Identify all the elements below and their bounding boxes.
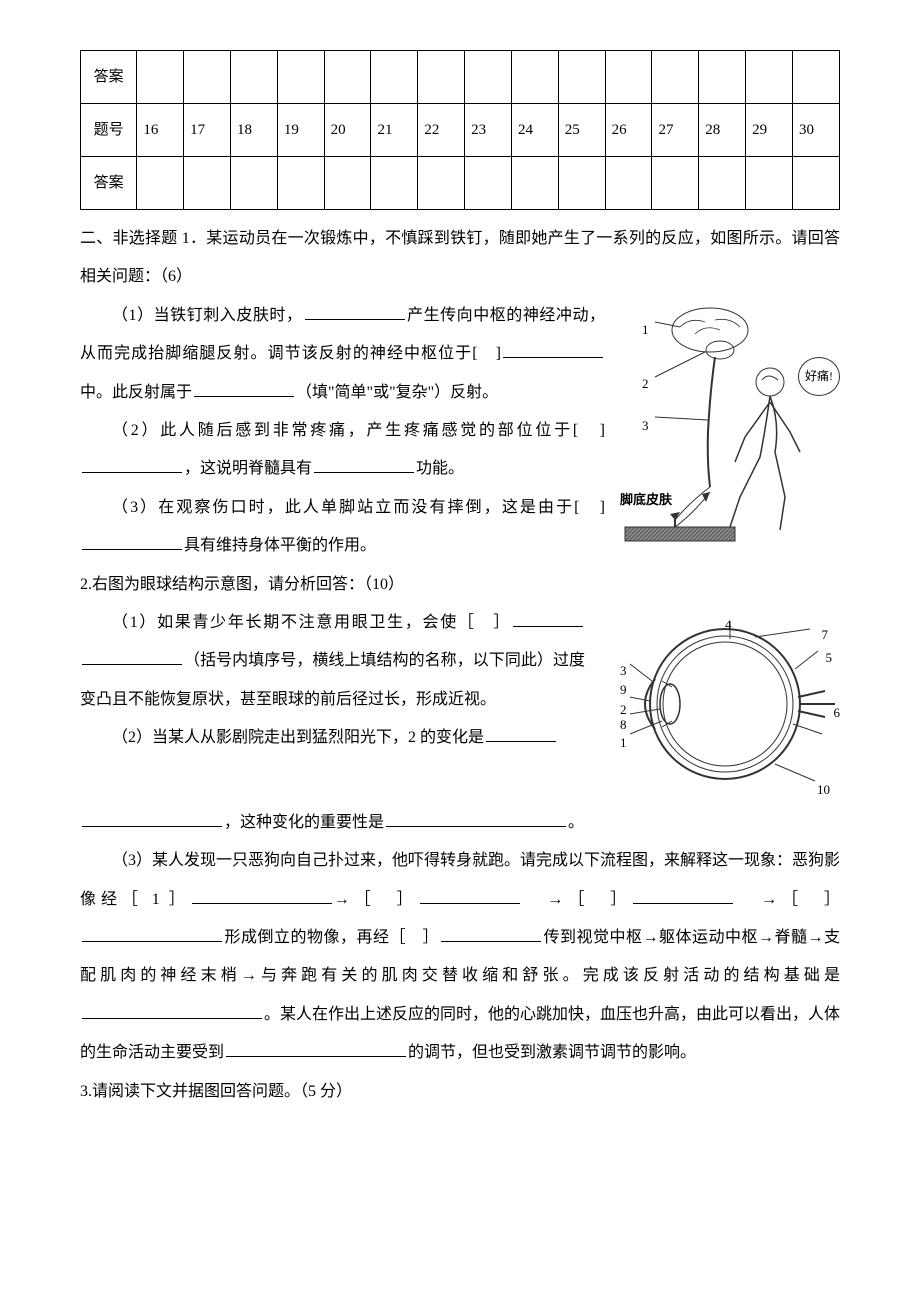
fill-blank[interactable] xyxy=(82,533,182,550)
qnum: 26 xyxy=(605,104,652,157)
table-row: 答案 xyxy=(81,51,840,104)
fill-blank[interactable] xyxy=(633,887,733,904)
fig2-label-10: 10 xyxy=(817,774,830,805)
qnum: 25 xyxy=(558,104,605,157)
qnum: 23 xyxy=(465,104,512,157)
q1-intro-text: 1．某运动员在一次锻炼中，不慎踩到铁钉，随即她产生了一系列的反应，如图所示。请回… xyxy=(80,230,840,285)
qnum: 18 xyxy=(231,104,278,157)
qnum: 16 xyxy=(137,104,184,157)
fig2-label-6: 6 xyxy=(834,697,841,728)
answer-table: 答案 题号 16 17 18 19 20 21 22 23 24 25 26 2… xyxy=(80,50,840,210)
fill-blank[interactable] xyxy=(82,1002,262,1019)
qnum: 19 xyxy=(277,104,324,157)
table-row: 题号 16 17 18 19 20 21 22 23 24 25 26 27 2… xyxy=(81,104,840,157)
qnum: 24 xyxy=(511,104,558,157)
qnum: 17 xyxy=(184,104,231,157)
fill-blank[interactable] xyxy=(314,456,414,473)
fill-blank[interactable] xyxy=(441,925,541,942)
q1-intro: 二、非选择题 1．某运动员在一次锻炼中，不慎踩到铁钉，随即她产生了一系列的反应，… xyxy=(80,220,840,297)
fill-blank[interactable] xyxy=(486,725,556,742)
fig1-label-1: 1 xyxy=(642,314,649,345)
q2-p3: （3）某人发现一只恶狗向自己扑过来，他吓得转身就跑。请完成以下流程图，来解释这一… xyxy=(80,842,840,1072)
fill-blank[interactable] xyxy=(82,648,182,665)
qnum: 28 xyxy=(699,104,746,157)
eye-figure: 3 9 2 8 1 4 7 5 6 10 xyxy=(600,609,840,799)
fig1-bubble: 好痛! xyxy=(798,357,840,396)
eye-svg xyxy=(600,609,840,799)
fig1-foot-label: 脚底皮肤 xyxy=(620,492,672,508)
fill-blank[interactable] xyxy=(226,1040,406,1057)
fill-blank[interactable] xyxy=(192,887,332,904)
qnum: 29 xyxy=(746,104,793,157)
q3-intro: 3.请阅读下文并据图回答问题。（5 分） xyxy=(80,1073,840,1111)
row-label: 题号 xyxy=(81,104,137,157)
fill-blank[interactable] xyxy=(386,810,566,827)
fill-blank[interactable] xyxy=(420,887,520,904)
fill-blank[interactable] xyxy=(194,380,294,397)
section-heading: 二、非选择题 xyxy=(80,230,178,247)
row-label: 答案 xyxy=(81,51,137,104)
fill-blank[interactable] xyxy=(82,810,222,827)
q2-p2b: ，这种变化的重要性是。 xyxy=(80,804,840,842)
fig1-label-3: 3 xyxy=(642,410,649,441)
fig1-label-2: 2 xyxy=(642,368,649,399)
qnum: 22 xyxy=(418,104,465,157)
qnum: 27 xyxy=(652,104,699,157)
fill-blank[interactable] xyxy=(503,341,603,358)
table-row: 答案 xyxy=(81,157,840,210)
reflex-figure: 1 2 3 脚底皮肤 好痛! xyxy=(620,302,840,542)
qnum: 20 xyxy=(324,104,371,157)
fig2-label-5: 5 xyxy=(826,642,833,673)
row-label: 答案 xyxy=(81,157,137,210)
q2-intro: 2.右图为眼球结构示意图，请分析回答：（10） xyxy=(80,566,840,604)
fig2-label-4: 4 xyxy=(725,609,732,640)
qnum: 21 xyxy=(371,104,418,157)
qnum: 30 xyxy=(792,104,839,157)
fig2-label-1: 1 xyxy=(620,727,627,758)
fill-blank[interactable] xyxy=(305,303,405,320)
fill-blank[interactable] xyxy=(513,610,583,627)
fill-blank[interactable] xyxy=(82,456,182,473)
fill-blank[interactable] xyxy=(82,925,222,942)
